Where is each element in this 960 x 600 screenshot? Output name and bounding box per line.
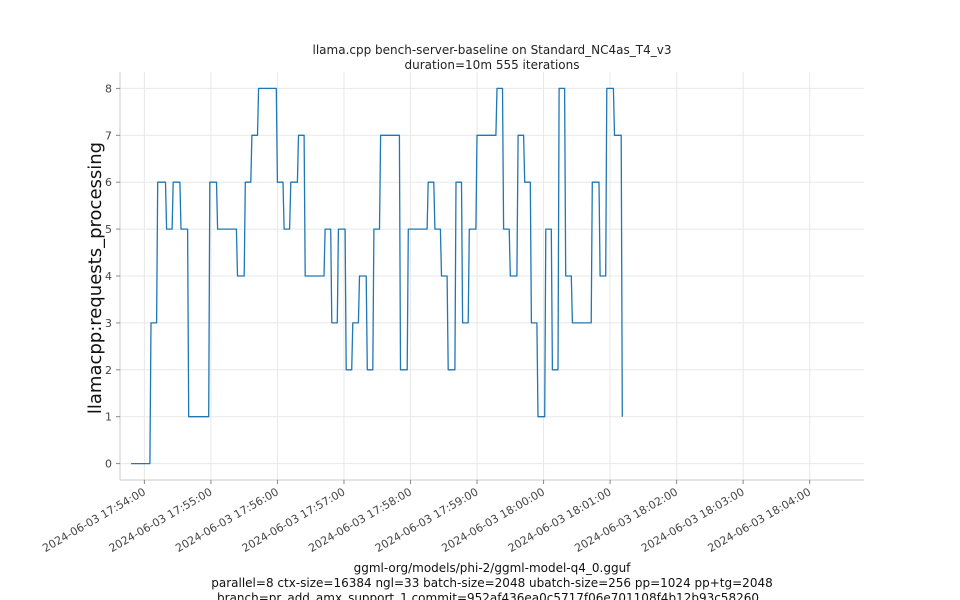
y-tick-label: 3: [105, 317, 112, 330]
y-tick-label: 5: [105, 223, 112, 236]
grid-lines: [120, 72, 864, 480]
y-axis-label: llamacpp:requests_processing: [85, 142, 106, 414]
footer-params: parallel=8 ctx-size=16384 ngl=33 batch-s…: [211, 576, 772, 590]
y-tick-label: 8: [105, 82, 112, 95]
footer-model: ggml-org/models/phi-2/ggml-model-q4_0.gg…: [354, 561, 632, 575]
series-line: [131, 87, 623, 465]
y-tick-label: 2: [105, 364, 112, 377]
footer-branch: branch=pr_add_amx_support_1 commit=952af…: [217, 591, 759, 600]
chart-title: llama.cpp bench-server-baseline on Stand…: [313, 43, 672, 57]
x-tick-label: 2024-06-03 17:54:00: [40, 485, 148, 555]
y-axis-ticks: 0 1 2 3 4 5 6 7 8: [105, 82, 120, 471]
y-tick-label: 7: [105, 129, 112, 142]
y-tick-label: 4: [105, 270, 112, 283]
chart-subtitle: duration=10m 555 iterations: [405, 58, 580, 72]
y-tick-label: 6: [105, 176, 112, 189]
series-layer: [131, 87, 623, 465]
y-tick-label: 0: [105, 458, 112, 471]
y-tick-label: 1: [105, 411, 112, 424]
